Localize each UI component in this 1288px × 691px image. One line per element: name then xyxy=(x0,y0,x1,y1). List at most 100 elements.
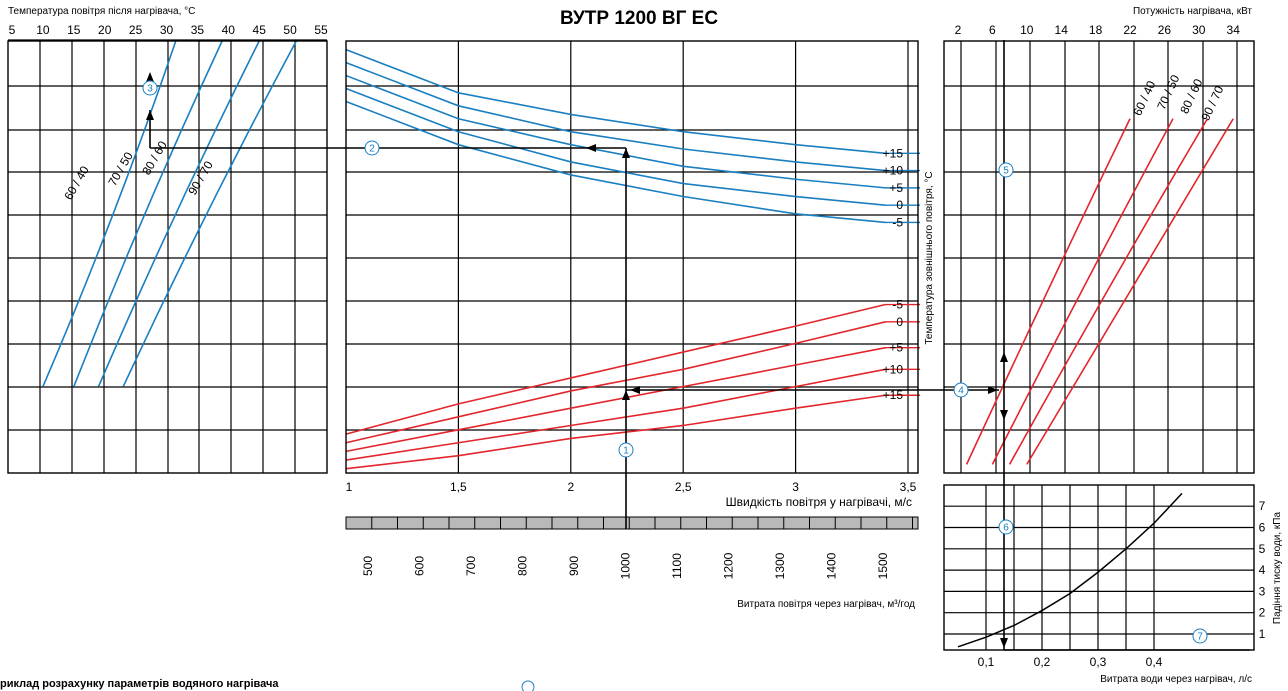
left-tick-label: 40 xyxy=(222,23,236,37)
right-chart: Потужність нагрівача, кВт 2 6 10 14 18 22 26 30… xyxy=(924,6,1255,474)
step-marker-circle xyxy=(618,442,634,458)
middle-curve-blue xyxy=(345,87,886,206)
step-marker-circle xyxy=(142,80,158,96)
red-curve-label: +10 xyxy=(883,362,904,376)
left-chart-frame xyxy=(7,40,328,474)
blue-curve-label: 0 xyxy=(896,198,903,212)
pressure-drop-curve xyxy=(957,492,1183,648)
left-tick-label: 10 xyxy=(36,23,50,37)
left-tick-label: 25 xyxy=(129,23,143,37)
flow-axis-tick-labels: 500 600 700 800 900 1000 1100 1200 1300 1400 1500 xyxy=(345,517,913,579)
example-arrowhead xyxy=(586,144,596,152)
left-tick-label: 20 xyxy=(98,23,112,37)
right-chart-top-label: Потужність нагрівача, кВт xyxy=(1133,6,1252,17)
left-chart-tick-labels: 5 10 15 20 25 30 35 40 45 50 55 xyxy=(9,23,328,37)
example-arrowhead xyxy=(1000,638,1008,648)
step-marker-label: 5 xyxy=(1003,166,1009,177)
blue-curve-label: -5 xyxy=(892,215,903,229)
example-step-markers: 1 2 3 4 5 6 7 xyxy=(142,80,1208,644)
right-tick-label: 10 xyxy=(1020,23,1034,37)
pressure-y-tick-label: 2 xyxy=(1259,606,1266,620)
middle-tick-label: 1 xyxy=(346,480,353,494)
example-arrowhead xyxy=(622,390,630,400)
left-chart: Температура повітря після нагрівача, °С … xyxy=(7,6,328,474)
right-curve-2 xyxy=(991,118,1174,465)
right-tick-label: 30 xyxy=(1192,23,1206,37)
middle-tick-label: 3,5 xyxy=(900,480,917,494)
middle-tick-label: 2,5 xyxy=(675,480,692,494)
red-curve-label: +15 xyxy=(883,388,904,402)
right-chart-tick-labels: 2 6 10 14 18 22 26 30 34 xyxy=(955,23,1241,37)
middle-curve-red xyxy=(345,303,886,435)
flow-tick-label: 500 xyxy=(361,556,375,576)
caption-marker xyxy=(521,680,535,691)
example-arrowhead xyxy=(1000,352,1008,362)
example-arrowhead xyxy=(1000,410,1008,420)
example-arrowhead xyxy=(630,386,640,394)
red-curve-label: +5 xyxy=(889,341,903,355)
example-path xyxy=(146,40,1250,651)
example-arrowhead xyxy=(988,386,998,394)
flow-tick-label: 1300 xyxy=(773,552,787,579)
left-tick-label: 35 xyxy=(191,23,205,37)
right-tick-label: 6 xyxy=(989,23,996,37)
example-caption: риклад розрахунку параметрів водяного на… xyxy=(0,678,279,690)
left-curve-label: 60 / 40 xyxy=(61,163,92,202)
pressure-y-tick-label: 5 xyxy=(1259,542,1266,556)
middle-tick-label: 3 xyxy=(792,480,799,494)
flow-axis-xlabel: Витрата повітря через нагрівач, м³/год xyxy=(737,599,915,610)
right-curve-1 xyxy=(965,118,1131,465)
middle-chart-frame xyxy=(345,40,919,474)
red-curve-label: -5 xyxy=(892,298,903,312)
middle-curve-red xyxy=(345,346,886,453)
step-marker-label: 6 xyxy=(1003,523,1009,534)
flow-tick-label: 1500 xyxy=(876,552,890,579)
left-curve-label: 70 / 50 xyxy=(105,149,136,188)
flow-tick-label: 1200 xyxy=(722,552,736,579)
left-curve-label: 90 / 70 xyxy=(185,158,216,197)
middle-chart: +15 +10 +5 0 -5 -5 0 +5 +10 +15 1 1,5 2 2,5 3 3,5 Швид… xyxy=(345,40,920,610)
middle-curve-red xyxy=(345,394,886,470)
example-arrowhead xyxy=(622,148,630,158)
middle-tick-label: 1,5 xyxy=(450,480,467,494)
left-tick-label: 30 xyxy=(160,23,174,37)
flow-axis-band xyxy=(345,516,919,530)
flow-tick-label: 1000 xyxy=(619,552,633,579)
pressure-x-tick-label: 0,1 xyxy=(978,655,995,669)
left-curve-2 xyxy=(73,40,223,387)
middle-chart-tick-labels: 1 1,5 2 2,5 3 3,5 xyxy=(346,480,917,494)
flow-tick-label: 900 xyxy=(567,556,581,576)
pressure-chart: 0,1 0,2 0,3 0,4 1 2 3 4 5 6 7 Витрата води через н… xyxy=(943,484,1283,685)
pressure-y-tick-label: 6 xyxy=(1259,521,1266,535)
flow-tick-label: 800 xyxy=(516,556,530,576)
right-curve-3 xyxy=(1008,118,1209,465)
step-marker-circle xyxy=(1192,628,1208,644)
right-tick-label: 18 xyxy=(1089,23,1103,37)
right-chart-frame xyxy=(943,40,1255,474)
step-marker-label: 7 xyxy=(1197,632,1203,643)
flow-tick-label: 1400 xyxy=(825,552,839,579)
left-tick-label: 15 xyxy=(67,23,81,37)
flow-tick-label: 600 xyxy=(413,556,427,576)
example-arrowhead xyxy=(146,110,154,120)
pressure-x-tick-label: 0,4 xyxy=(1146,655,1163,669)
middle-curve-blue xyxy=(345,100,886,224)
middle-tick-label: 2 xyxy=(567,480,574,494)
right-tick-label: 2 xyxy=(955,23,962,37)
pressure-x-tick-label: 0,3 xyxy=(1090,655,1107,669)
middle-curve-blue xyxy=(345,61,886,172)
pressure-chart-frame xyxy=(943,484,1255,651)
step-marker-label: 1 xyxy=(623,446,629,457)
step-marker-label: 4 xyxy=(958,386,964,397)
blue-curve-label: +10 xyxy=(883,164,904,178)
step-marker-label: 2 xyxy=(369,144,375,155)
middle-chart-xlabel: Швидкість повітря у нагрівачі, м/с xyxy=(726,495,912,509)
right-tick-label: 14 xyxy=(1055,23,1069,37)
pressure-x-tick-label: 0,2 xyxy=(1034,655,1051,669)
left-tick-label: 50 xyxy=(283,23,297,37)
right-tick-label: 26 xyxy=(1158,23,1172,37)
right-curve-4 xyxy=(1026,118,1234,465)
right-tick-label: 22 xyxy=(1123,23,1137,37)
red-curve-label: 0 xyxy=(896,315,903,329)
